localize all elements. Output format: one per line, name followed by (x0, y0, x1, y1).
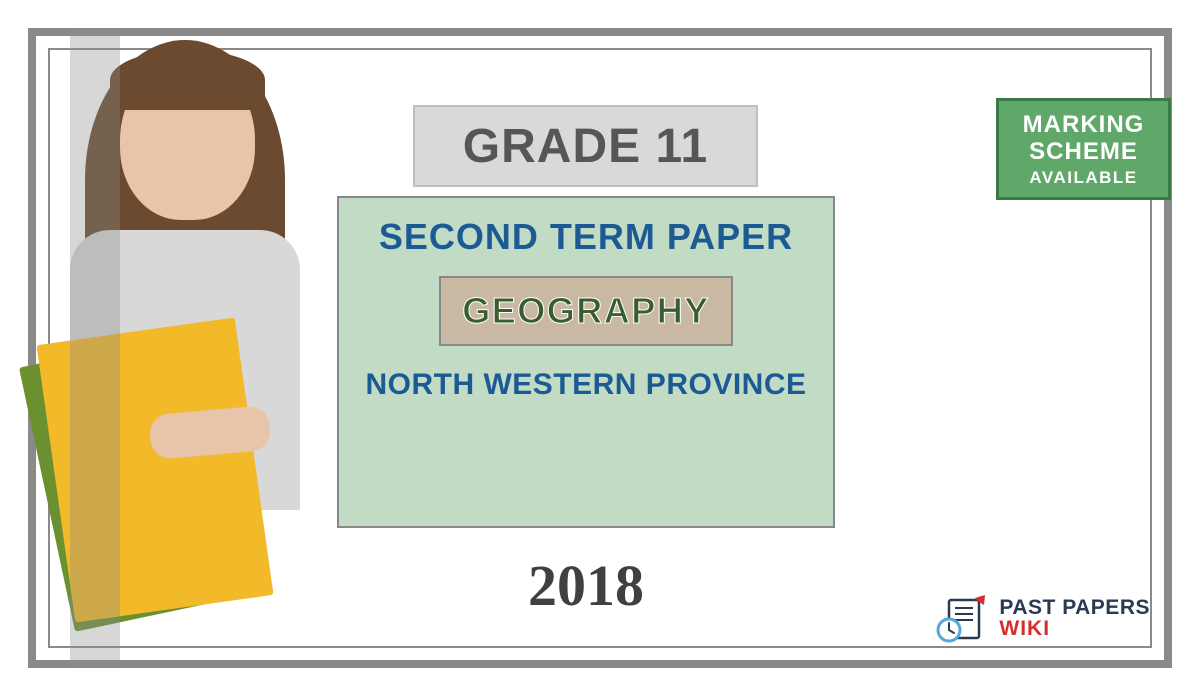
student-hair-front (110, 50, 265, 110)
logo-icon (935, 590, 991, 646)
grade-label: GRADE 11 (463, 119, 708, 174)
subject-label: GEOGRAPHY (462, 290, 710, 332)
badge-sub: AVAILABLE (1029, 168, 1137, 188)
logo-text: PAST PAPERS WIKI (999, 597, 1150, 639)
province-label: NORTH WESTERN PROVINCE (365, 368, 806, 402)
subject-box: GEOGRAPHY (439, 276, 733, 346)
term-label: SECOND TERM PAPER (379, 216, 793, 258)
marking-scheme-badge: MARKING SCHEME AVAILABLE (996, 98, 1171, 200)
info-panel: SECOND TERM PAPER GEOGRAPHY NORTH WESTER… (337, 196, 835, 528)
logo-text-top: PAST PAPERS (999, 597, 1150, 618)
student-illustration (0, 30, 330, 670)
brand-logo: PAST PAPERS WIKI (935, 590, 1150, 646)
grade-box: GRADE 11 (413, 105, 758, 187)
logo-text-bottom: WIKI (999, 618, 1150, 639)
year-label: 2018 (337, 552, 835, 619)
badge-line2: SCHEME (1029, 138, 1138, 166)
badge-line1: MARKING (1023, 111, 1145, 139)
vertical-overlay-bar (70, 28, 120, 668)
